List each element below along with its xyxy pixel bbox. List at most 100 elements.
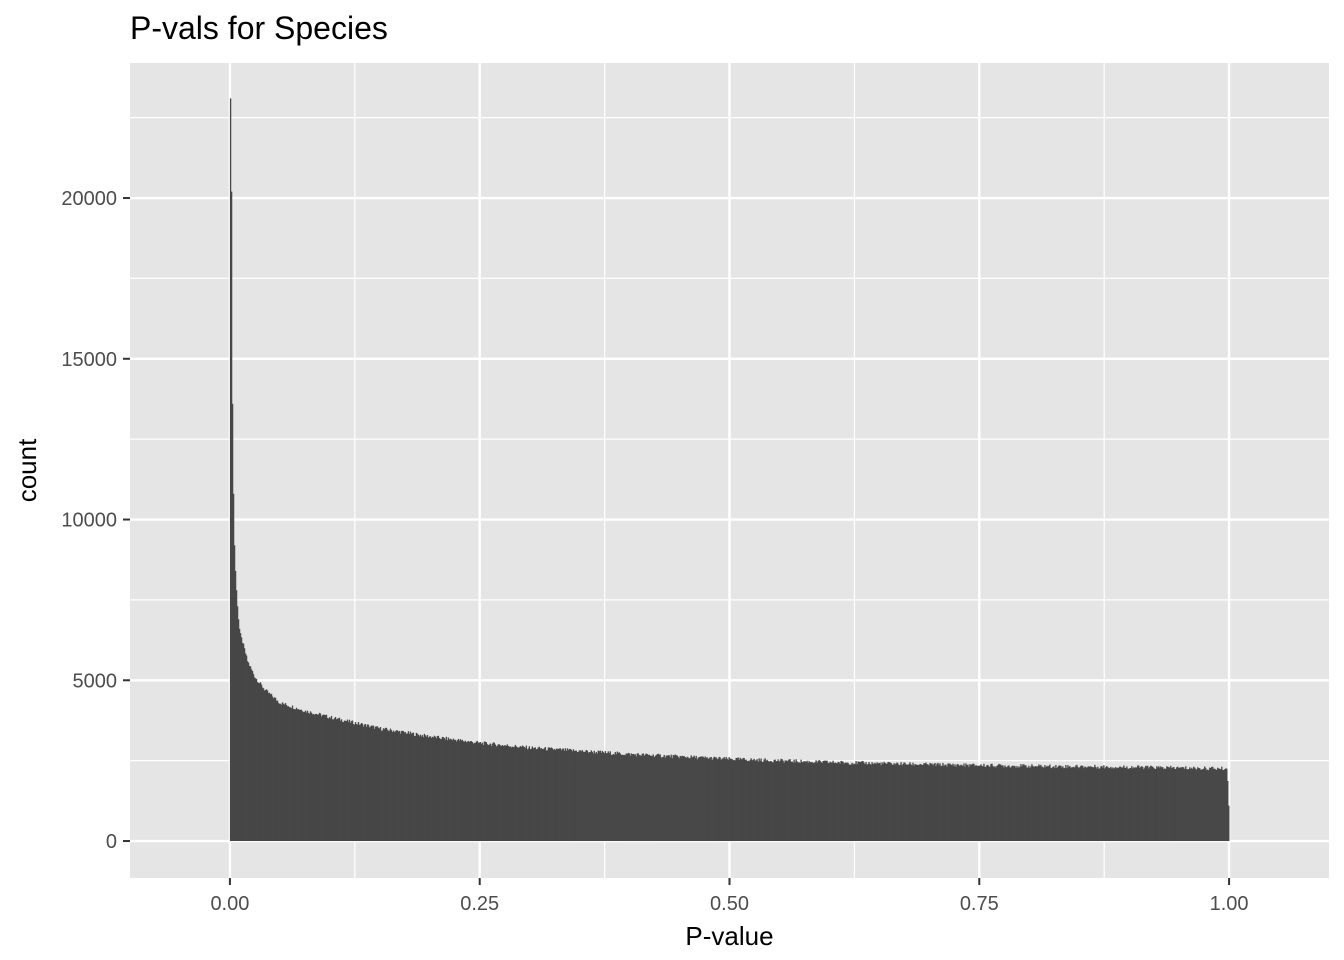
histogram-bar bbox=[589, 752, 591, 842]
histogram-bar bbox=[862, 761, 864, 842]
histogram-bar bbox=[631, 754, 633, 842]
histogram-bar bbox=[350, 721, 353, 842]
histogram-bar bbox=[262, 688, 265, 842]
histogram-bar bbox=[238, 628, 241, 842]
histogram-bar bbox=[683, 756, 685, 842]
histogram-bar bbox=[1177, 766, 1179, 842]
histogram-bar bbox=[368, 727, 371, 842]
histogram-bar bbox=[307, 712, 310, 842]
histogram-bar bbox=[613, 754, 615, 842]
histogram-bar bbox=[451, 740, 454, 842]
histogram-bar bbox=[722, 758, 724, 842]
histogram-bar bbox=[1047, 766, 1049, 842]
histogram-bar bbox=[1060, 765, 1062, 842]
histogram-bar bbox=[966, 765, 968, 842]
histogram-bar bbox=[297, 709, 300, 842]
histogram-bar bbox=[642, 753, 644, 842]
histogram-bar bbox=[636, 753, 638, 842]
histogram-bar bbox=[308, 713, 311, 842]
histogram-bar bbox=[845, 762, 847, 842]
histogram-bar bbox=[638, 754, 640, 842]
histogram-bar bbox=[674, 754, 676, 842]
histogram-bar bbox=[303, 711, 306, 842]
histogram-bar bbox=[1187, 769, 1189, 842]
histogram-bar bbox=[665, 755, 667, 842]
histogram-bar bbox=[279, 703, 282, 842]
histogram-bar bbox=[919, 764, 921, 842]
histogram-bar bbox=[571, 751, 573, 842]
histogram-bar bbox=[355, 723, 358, 842]
histogram-bar bbox=[1112, 767, 1114, 842]
histogram-bar bbox=[759, 760, 761, 842]
histogram-bar bbox=[912, 762, 914, 842]
histogram-bar bbox=[894, 764, 896, 842]
histogram-bar bbox=[1228, 805, 1230, 842]
histogram-bar bbox=[1014, 765, 1016, 842]
histogram-bar bbox=[394, 731, 397, 842]
histogram-bar bbox=[339, 720, 342, 842]
histogram-bar bbox=[1046, 765, 1048, 842]
histogram-bar bbox=[266, 690, 269, 842]
histogram-bar bbox=[848, 764, 850, 842]
histogram-bar bbox=[547, 747, 550, 842]
histogram-bar bbox=[1220, 769, 1222, 842]
histogram-bar bbox=[976, 765, 978, 842]
histogram-bar bbox=[281, 702, 284, 842]
histogram-bar bbox=[1077, 766, 1079, 842]
histogram-bar bbox=[333, 718, 336, 842]
histogram-bar bbox=[395, 730, 398, 842]
histogram-bar bbox=[270, 693, 273, 842]
histogram-bar bbox=[557, 749, 559, 842]
histogram-bar bbox=[756, 759, 758, 842]
histogram-bar bbox=[991, 763, 993, 842]
histogram-bar bbox=[420, 736, 423, 842]
histogram-bar bbox=[541, 748, 544, 842]
histogram-bar bbox=[985, 766, 987, 842]
histogram-bar bbox=[1008, 765, 1010, 842]
histogram-bar bbox=[826, 760, 828, 842]
histogram-bar bbox=[246, 661, 249, 842]
histogram-bar bbox=[464, 740, 467, 842]
histogram-bar bbox=[352, 724, 355, 842]
histogram-bar bbox=[708, 758, 710, 842]
histogram-bar bbox=[261, 687, 264, 842]
histogram-bar bbox=[311, 714, 314, 842]
histogram-bar bbox=[294, 709, 297, 842]
histogram-bar bbox=[723, 757, 725, 842]
histogram-bar bbox=[319, 713, 322, 842]
histogram-bar bbox=[1050, 767, 1052, 842]
histogram-bar bbox=[463, 741, 466, 842]
histogram-bar bbox=[1101, 765, 1103, 842]
histogram-bar bbox=[292, 708, 295, 842]
histogram-bar bbox=[782, 760, 784, 842]
histogram-bar bbox=[982, 766, 984, 842]
histogram-bar bbox=[369, 726, 372, 842]
histogram-bar bbox=[325, 714, 328, 842]
histogram-bar bbox=[661, 757, 663, 842]
histogram-bar bbox=[1181, 767, 1183, 842]
histogram-bar bbox=[1079, 767, 1081, 842]
histogram-bar bbox=[496, 745, 499, 842]
histogram-bar bbox=[786, 761, 788, 842]
histogram-bar bbox=[592, 753, 594, 842]
histogram-bar bbox=[335, 719, 338, 842]
histogram-bar bbox=[885, 763, 887, 842]
histogram-bar bbox=[1198, 768, 1200, 842]
histogram-bar bbox=[871, 762, 873, 842]
histogram-bar bbox=[415, 732, 418, 842]
histogram-bar bbox=[498, 744, 501, 842]
histogram-bar bbox=[861, 761, 863, 842]
histogram-bar bbox=[519, 746, 522, 842]
histogram-bar bbox=[316, 714, 319, 842]
histogram-bar bbox=[494, 744, 497, 842]
histogram-bar bbox=[1217, 767, 1219, 842]
histogram-bar bbox=[374, 726, 377, 842]
histogram-bar bbox=[1004, 765, 1006, 842]
histogram-bar bbox=[876, 762, 878, 842]
histogram-bar bbox=[1166, 766, 1168, 842]
histogram-bar bbox=[956, 764, 958, 842]
histogram-bar bbox=[834, 762, 836, 842]
histogram-bar bbox=[379, 727, 382, 842]
histogram-bar bbox=[392, 730, 395, 842]
histogram-bar bbox=[1175, 769, 1177, 842]
